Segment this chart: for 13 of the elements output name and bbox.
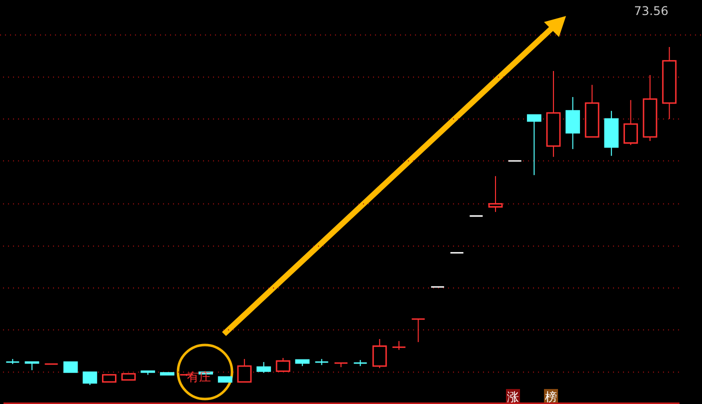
- candlestick: [411, 318, 426, 343]
- candlestick: [566, 96, 580, 150]
- candlestick: [82, 371, 98, 386]
- candlestick: [256, 362, 271, 374]
- candlestick: [624, 100, 638, 146]
- candlestick: [488, 176, 503, 212]
- candlestick: [63, 361, 78, 373]
- candlestick: [237, 358, 252, 383]
- candlestick: [276, 357, 290, 372]
- text: 73.56: [634, 4, 668, 18]
- candlestick: [526, 114, 542, 176]
- candlestick: [372, 338, 387, 369]
- annotation: 有庄: [187, 370, 211, 384]
